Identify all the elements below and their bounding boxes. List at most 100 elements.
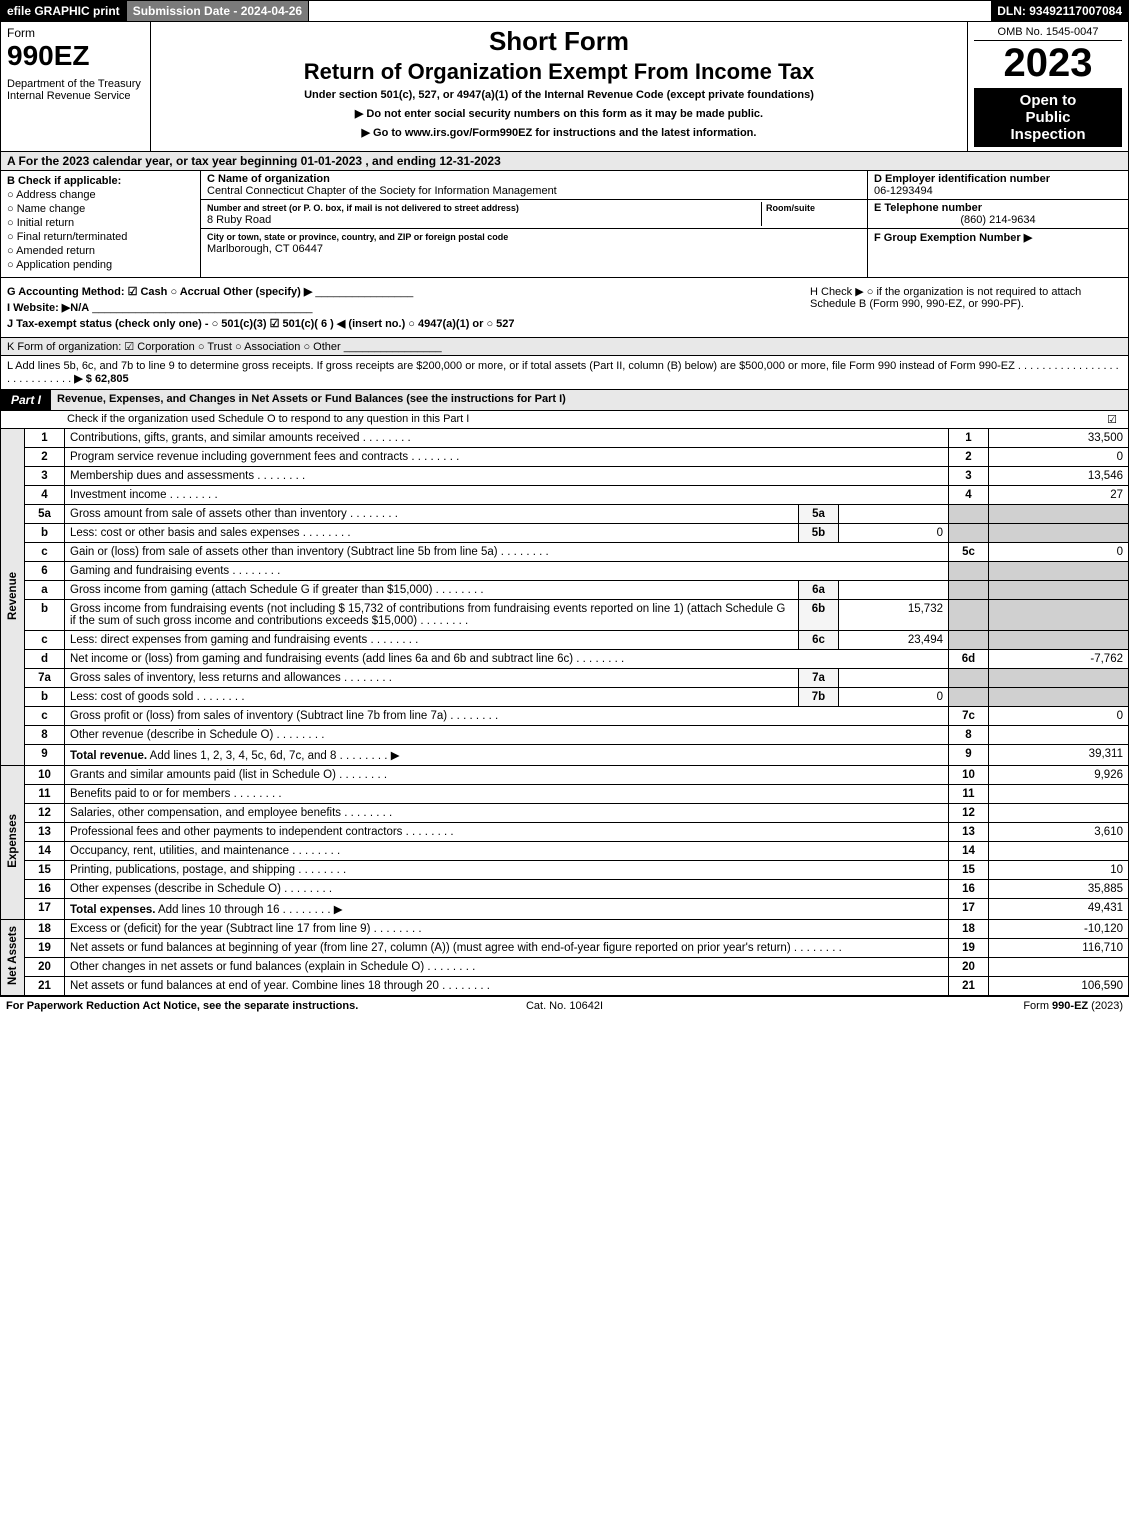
- line-number: c: [25, 707, 65, 726]
- section-c: C Name of organization Central Connectic…: [201, 171, 868, 277]
- section-a: A For the 2023 calendar year, or tax yea…: [0, 152, 1129, 171]
- right-number: 8: [949, 726, 989, 745]
- line-description: Program service revenue including govern…: [65, 448, 949, 467]
- line-description: Excess or (deficit) for the year (Subtra…: [65, 920, 949, 939]
- table-row: 13Professional fees and other payments t…: [1, 823, 1129, 842]
- phone-label: E Telephone number: [874, 202, 1122, 214]
- cb-initial-return[interactable]: Initial return: [7, 217, 194, 229]
- table-row: cGross profit or (loss) from sales of in…: [1, 707, 1129, 726]
- line-description: Total expenses. Add lines 10 through 16 …: [65, 899, 949, 920]
- info-block: B Check if applicable: Address change Na…: [0, 171, 1129, 278]
- line-description: Contributions, gifts, grants, and simila…: [65, 429, 949, 448]
- part-1-label: Part I: [1, 390, 51, 410]
- right-value: [989, 804, 1129, 823]
- cb-address-change[interactable]: Address change: [7, 189, 194, 201]
- right-number: 20: [949, 958, 989, 977]
- sub-line-number: 5b: [799, 524, 839, 543]
- right-number: 13: [949, 823, 989, 842]
- right-value: 13,546: [989, 467, 1129, 486]
- instruction-line-2: ▶ Go to www.irs.gov/Form990EZ for instru…: [157, 126, 961, 139]
- line-number: 1: [25, 429, 65, 448]
- part-1-check-o: Check if the organization used Schedule …: [0, 411, 1129, 429]
- line-description: Gross income from gaming (attach Schedul…: [65, 581, 799, 600]
- section-l: L Add lines 5b, 6c, and 7b to line 9 to …: [0, 356, 1129, 390]
- group-exemption-label: F Group Exemption Number ▶: [874, 231, 1122, 244]
- table-row: 4Investment income . . . . . . . .427: [1, 486, 1129, 505]
- line-description: Net assets or fund balances at end of ye…: [65, 977, 949, 996]
- line-number: 8: [25, 726, 65, 745]
- line-number: a: [25, 581, 65, 600]
- sub-line-value: [839, 505, 949, 524]
- right-value-shaded: [989, 505, 1129, 524]
- right-number-shaded: [949, 631, 989, 650]
- line-number: d: [25, 650, 65, 669]
- header-left: Form 990EZ Department of the Treasury In…: [1, 22, 151, 151]
- right-value: 106,590: [989, 977, 1129, 996]
- footer-right: Form 990-EZ (2023): [751, 1000, 1123, 1012]
- right-number: 21: [949, 977, 989, 996]
- cb-application-pending[interactable]: Application pending: [7, 259, 194, 271]
- line-number: 16: [25, 880, 65, 899]
- line-description: Total revenue. Add lines 1, 2, 3, 4, 5c,…: [65, 745, 949, 766]
- line-description: Occupancy, rent, utilities, and maintena…: [65, 842, 949, 861]
- table-row: bLess: cost of goods sold . . . . . . . …: [1, 688, 1129, 707]
- line-number: 17: [25, 899, 65, 920]
- right-value: 0: [989, 543, 1129, 562]
- right-number: 5c: [949, 543, 989, 562]
- cb-final-return[interactable]: Final return/terminated: [7, 231, 194, 243]
- right-number: 16: [949, 880, 989, 899]
- table-row: Expenses10Grants and similar amounts pai…: [1, 766, 1129, 785]
- omb-number: OMB No. 1545-0047: [974, 26, 1122, 41]
- table-row: 8Other revenue (describe in Schedule O) …: [1, 726, 1129, 745]
- line-description: Salaries, other compensation, and employ…: [65, 804, 949, 823]
- right-number: 12: [949, 804, 989, 823]
- right-number: 4: [949, 486, 989, 505]
- cb-name-change[interactable]: Name change: [7, 203, 194, 215]
- table-row: 20Other changes in net assets or fund ba…: [1, 958, 1129, 977]
- right-number: 17: [949, 899, 989, 920]
- tax-exempt-status: J Tax-exempt status (check only one) - ○…: [7, 317, 802, 330]
- line-number: b: [25, 688, 65, 707]
- table-row: 15Printing, publications, postage, and s…: [1, 861, 1129, 880]
- ein-label: D Employer identification number: [874, 173, 1122, 185]
- right-number: 14: [949, 842, 989, 861]
- right-number: 2: [949, 448, 989, 467]
- line-number: 15: [25, 861, 65, 880]
- part-1-table: Revenue1Contributions, gifts, grants, an…: [0, 429, 1129, 996]
- sub-line-number: 7a: [799, 669, 839, 688]
- right-value: 33,500: [989, 429, 1129, 448]
- table-row: bLess: cost or other basis and sales exp…: [1, 524, 1129, 543]
- right-value: 27: [989, 486, 1129, 505]
- side-label: Net Assets: [1, 920, 25, 996]
- right-number: 6d: [949, 650, 989, 669]
- org-name: Central Connecticut Chapter of the Socie…: [207, 185, 557, 197]
- table-row: Revenue1Contributions, gifts, grants, an…: [1, 429, 1129, 448]
- check-o-mark[interactable]: ☑: [1102, 413, 1122, 426]
- street: 8 Ruby Road: [207, 214, 271, 226]
- right-value: [989, 958, 1129, 977]
- right-number: 9: [949, 745, 989, 766]
- table-row: 16Other expenses (describe in Schedule O…: [1, 880, 1129, 899]
- line-number: 9: [25, 745, 65, 766]
- right-number: 10: [949, 766, 989, 785]
- sub-line-value: [839, 669, 949, 688]
- submission-date: Submission Date - 2024-04-26: [127, 1, 309, 21]
- right-value: [989, 842, 1129, 861]
- city-label: City or town, state or province, country…: [207, 232, 508, 242]
- top-bar: efile GRAPHIC print Submission Date - 20…: [0, 0, 1129, 22]
- efile-label[interactable]: efile GRAPHIC print: [1, 1, 127, 21]
- right-number: 7c: [949, 707, 989, 726]
- table-row: 12Salaries, other compensation, and empl…: [1, 804, 1129, 823]
- sub-line-number: 6c: [799, 631, 839, 650]
- line-number: b: [25, 600, 65, 631]
- right-value: 35,885: [989, 880, 1129, 899]
- line-number: 2: [25, 448, 65, 467]
- line-description: Other changes in net assets or fund bala…: [65, 958, 949, 977]
- table-row: 5aGross amount from sale of assets other…: [1, 505, 1129, 524]
- cb-amended-return[interactable]: Amended return: [7, 245, 194, 257]
- line-description: Benefits paid to or for members . . . . …: [65, 785, 949, 804]
- table-row: 3Membership dues and assessments . . . .…: [1, 467, 1129, 486]
- right-number-shaded: [949, 505, 989, 524]
- right-value-shaded: [989, 600, 1129, 631]
- table-row: aGross income from gaming (attach Schedu…: [1, 581, 1129, 600]
